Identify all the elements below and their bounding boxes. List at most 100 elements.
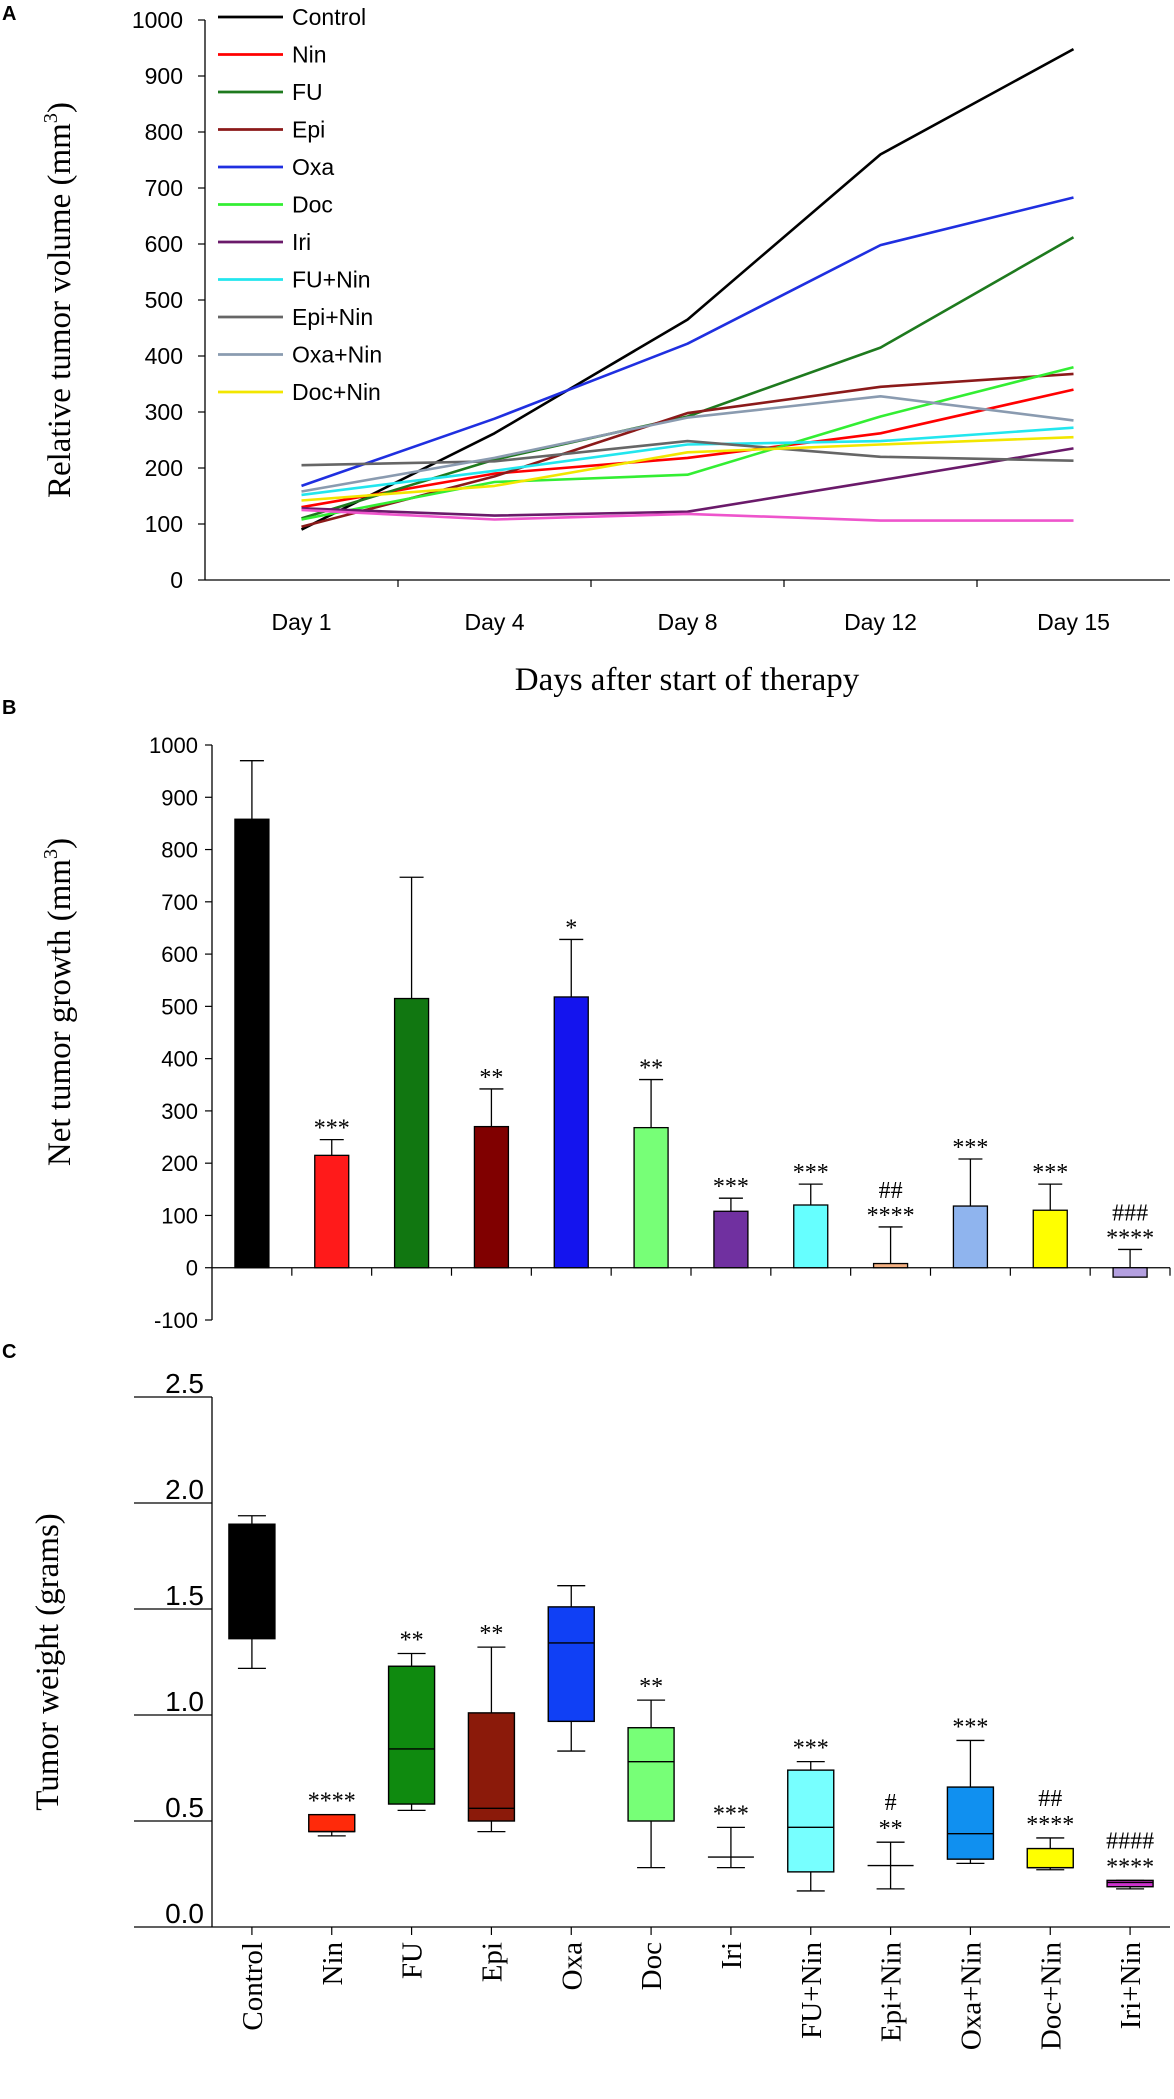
legend-label: Epi+Nin <box>292 304 373 330</box>
bar-fu-plus-nin <box>793 1204 829 1269</box>
significance-label-epi-plus-nin: ** <box>879 1816 903 1842</box>
y-tick-label: 300 <box>145 399 183 425</box>
series-line-oxa-plus-nin <box>301 394 1074 493</box>
legend-label: Nin <box>292 42 327 68</box>
significance-label-iri-plus-nin: ### <box>1112 1200 1148 1226</box>
x-tick-label-epi-plus-nin: Epi+Nin <box>876 1942 908 2043</box>
y-tick-label: 100 <box>145 511 183 537</box>
y-tick-label: 700 <box>145 175 183 201</box>
y-tick-label: 500 <box>145 287 183 313</box>
legend-item-epi-plus-nin: Epi+Nin <box>218 304 373 330</box>
box-epi <box>467 1712 516 1822</box>
panel-label: B <box>2 697 16 719</box>
significance-label-iri: *** <box>713 1174 749 1200</box>
y-tick-label: 0 <box>186 1256 198 1281</box>
bar-epi <box>473 1125 510 1269</box>
y-tick-label: 0.0 <box>165 1898 204 1929</box>
y-tick-label: 600 <box>161 942 198 967</box>
significance-label-epi-plus-nin: ## <box>879 1178 903 1204</box>
y-tick-label: 900 <box>145 63 183 89</box>
bar-iri <box>713 1210 749 1269</box>
bar-doc-plus-nin <box>1032 1209 1068 1269</box>
y-tick-label: 1000 <box>132 7 183 33</box>
legend-label: FU <box>292 79 323 105</box>
box-fu-plus-nin <box>787 1769 835 1873</box>
x-tick-label-day-15: Day 15 <box>1037 609 1110 635</box>
x-tick-label-doc: Doc <box>636 1942 668 1990</box>
legend-item-doc-plus-nin: Doc+Nin <box>218 379 381 405</box>
legend-item-control: Control <box>218 4 366 30</box>
x-tick-label-control: Control <box>237 1942 269 2031</box>
series-line-fu <box>301 236 1075 520</box>
significance-label-iri-plus-nin: #### <box>1106 1828 1154 1854</box>
series-line-oxa <box>301 196 1074 488</box>
series-line-fu-plus-nin <box>301 426 1074 497</box>
y-tick-label: 900 <box>161 785 198 810</box>
legend-label: Epi <box>292 117 325 143</box>
y-tick-label: 0 <box>170 567 183 593</box>
box-oxa-plus-nin <box>946 1786 995 1860</box>
bar-iri-plus-nin <box>1112 1267 1148 1278</box>
series-line-unlabeled <box>301 508 1074 522</box>
significance-label-fu: ** <box>400 1628 424 1654</box>
box-nin <box>308 1813 356 1833</box>
x-axis-title: Days after start of therapy <box>515 662 860 698</box>
y-tick-label: 300 <box>161 1099 198 1124</box>
y-tick-label: 800 <box>161 838 198 863</box>
y-tick-label: 2.0 <box>165 1474 204 1505</box>
significance-label-doc-plus-nin: ## <box>1038 1786 1062 1812</box>
x-tick-label-oxa: Oxa <box>556 1942 588 1990</box>
legend-item-fu: FU <box>218 79 323 105</box>
legend-item-oxa-plus-nin: Oxa+Nin <box>218 342 382 368</box>
significance-label-doc: ** <box>639 1674 663 1700</box>
legend-label: Doc+Nin <box>292 379 381 405</box>
series-line-doc <box>301 365 1074 521</box>
x-tick-label-oxa-plus-nin: Oxa+Nin <box>955 1942 987 2051</box>
y-axis-title: Relative tumor volume (mm3) <box>40 102 78 498</box>
y-tick-label: 100 <box>161 1203 198 1228</box>
legend-label: Oxa <box>292 154 334 180</box>
y-tick-label: 600 <box>145 231 183 257</box>
y-axis-title: Net tumor growth (mm3) <box>40 838 78 1166</box>
significance-label-epi: ** <box>479 1065 503 1091</box>
panel-b-bar-chart: B -100 0 100 200 300 400 500 600 700 800 900 1000 Net… <box>2 697 1171 1333</box>
box-oxa <box>547 1606 595 1723</box>
legend-item-fu-plus-nin: FU+Nin <box>218 267 371 293</box>
box-iri-plus-nin <box>1106 1879 1154 1888</box>
significance-label-doc-plus-nin: *** <box>1032 1160 1068 1186</box>
legend-item-oxa: Oxa <box>218 154 334 180</box>
significance-label-nin: **** <box>308 1789 356 1815</box>
legend-item-doc: Doc <box>218 192 333 218</box>
bar-epi-plus-nin <box>872 1262 909 1269</box>
y-tick-label: 500 <box>161 994 198 1019</box>
bar-doc <box>633 1126 669 1269</box>
y-tick-label: 200 <box>145 455 183 481</box>
x-tick-label-day-4: Day 4 <box>464 609 524 635</box>
y-tick-label: 700 <box>161 890 198 915</box>
significance-label-iri: *** <box>713 1801 749 1827</box>
y-tick-label: 0.5 <box>165 1792 204 1823</box>
significance-label-epi: ** <box>479 1621 503 1647</box>
x-tick-label-day-1: Day 1 <box>271 609 331 635</box>
significance-label-fu-plus-nin: *** <box>793 1736 829 1762</box>
series-line-nin <box>301 388 1074 509</box>
box-doc-plus-nin <box>1026 1847 1074 1869</box>
bar-oxa <box>553 996 589 1269</box>
x-tick-label-day-8: Day 8 <box>657 609 717 635</box>
bar-control <box>234 818 270 1269</box>
x-tick-label-fu: FU <box>397 1942 429 1979</box>
significance-label-oxa: * <box>565 915 577 941</box>
bar-oxa-plus-nin <box>952 1205 989 1269</box>
significance-label-doc: ** <box>639 1056 663 1082</box>
box-fu <box>387 1665 436 1805</box>
series-line-control <box>300 47 1075 531</box>
legend-label: Iri <box>292 229 311 255</box>
y-tick-label: 1.5 <box>165 1580 204 1611</box>
legend-item-nin: Nin <box>218 42 327 68</box>
x-tick-label-epi: Epi <box>476 1942 508 1982</box>
series-line-epi-plus-nin <box>301 439 1074 467</box>
panel-a-line-chart: A 0 100 200 300 400 500 600 700 800 900 1000 Day 1 Da… <box>2 3 1170 698</box>
y-tick-label: 800 <box>145 119 183 145</box>
y-tick-label: 200 <box>161 1151 198 1176</box>
significance-label-iri-plus-nin: **** <box>1106 1854 1154 1880</box>
